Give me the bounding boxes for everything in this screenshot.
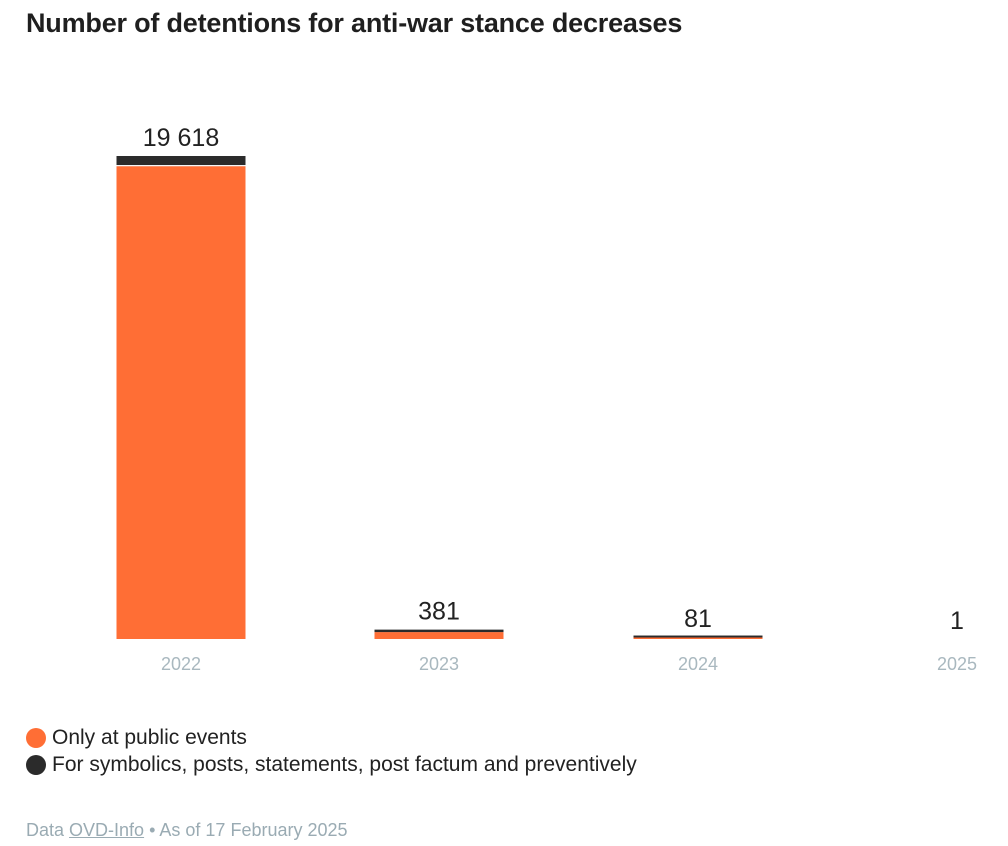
x-tick-label-2025: 2025 bbox=[937, 654, 977, 674]
bar-2022-public-events bbox=[116, 166, 246, 640]
legend-item-symbolics: For symbolics, posts, statements, post f… bbox=[26, 751, 637, 778]
source-note: Data OVD-Info • As of 17 February 2025 bbox=[26, 820, 348, 841]
legend-swatch-symbolics bbox=[26, 754, 46, 775]
bar-2024-symbolics bbox=[633, 635, 763, 638]
bar-2023-symbolics bbox=[374, 629, 504, 633]
source-prefix: Data bbox=[26, 820, 65, 840]
bar-separator-2022 bbox=[116, 165, 246, 167]
x-tick-label-2024: 2024 bbox=[678, 654, 718, 674]
source-suffix: • As of 17 February 2025 bbox=[149, 820, 348, 840]
data-label-2022: 19 618 bbox=[143, 124, 219, 152]
x-tick-label-2023: 2023 bbox=[419, 654, 459, 674]
legend-item-public-events: Only at public events bbox=[26, 724, 637, 751]
data-label-2025: 1 bbox=[950, 607, 964, 635]
legend-label-public-events: Only at public events bbox=[52, 725, 247, 749]
data-label-2023: 381 bbox=[418, 598, 460, 626]
data-label-2024: 81 bbox=[684, 605, 712, 633]
bar-2022-symbolics bbox=[116, 156, 246, 167]
legend: Only at public events For symbolics, pos… bbox=[26, 724, 637, 778]
x-tick-label-2022: 2022 bbox=[161, 654, 201, 674]
bar-chart: 19 618 2022 381 2023 81 2024 1 2025 bbox=[116, 124, 977, 674]
legend-label-symbolics: For symbolics, posts, statements, post f… bbox=[52, 752, 637, 776]
bar-2023-public-events bbox=[374, 632, 504, 639]
legend-swatch-public-events bbox=[26, 727, 46, 748]
bar-2024-public-events bbox=[633, 637, 763, 639]
source-link[interactable]: OVD-Info bbox=[69, 820, 145, 840]
chart-title: Number of detentions for anti-war stance… bbox=[26, 8, 683, 38]
